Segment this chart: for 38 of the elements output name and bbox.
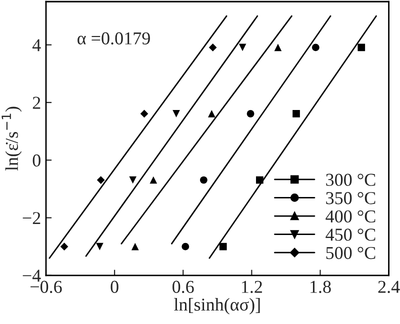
point: [172, 110, 180, 118]
point: [129, 176, 137, 184]
y-axis-title: ln(ε̇/s$^{−1}$): [2, 106, 22, 171]
legend-label: 500 °C: [326, 246, 376, 260]
x-tick-label: 1.8: [310, 280, 331, 294]
y-tick-label: 4: [32, 39, 41, 52]
legend-label: 400 °C: [326, 210, 376, 223]
point: [150, 176, 158, 184]
x-tick-label: −0.6: [30, 280, 62, 294]
x-tick-label: 0.6: [172, 280, 194, 294]
y-tick-label: −2: [22, 212, 40, 224]
point: [358, 44, 366, 52]
point: [140, 110, 148, 118]
point: [131, 242, 139, 250]
point: [208, 110, 216, 118]
point: [292, 110, 300, 118]
point: [274, 44, 282, 52]
point: [312, 44, 320, 52]
y-tick-label: 0: [32, 154, 40, 167]
x-tick-label: 1.2: [242, 280, 262, 294]
y-tick-label: 2: [32, 96, 40, 109]
legend-label: 450 °C: [326, 228, 376, 241]
point: [238, 44, 246, 52]
point: [96, 242, 104, 250]
legend-label: 350 °C: [326, 192, 376, 204]
legend-label: 300 °C: [326, 174, 376, 186]
y-tick-label: −4: [22, 270, 41, 282]
point: [208, 44, 217, 52]
x-axis-title: ln[sinh(ασ)]: [174, 298, 260, 314]
point: [200, 176, 208, 184]
point: [182, 242, 190, 250]
annotation: α =0.0179: [78, 32, 150, 45]
point: [96, 176, 105, 184]
x-tick-label: 0: [110, 280, 118, 293]
x-tick-label: 2.4: [378, 280, 400, 294]
point: [246, 110, 254, 118]
point: [219, 242, 227, 250]
point: [60, 242, 68, 251]
